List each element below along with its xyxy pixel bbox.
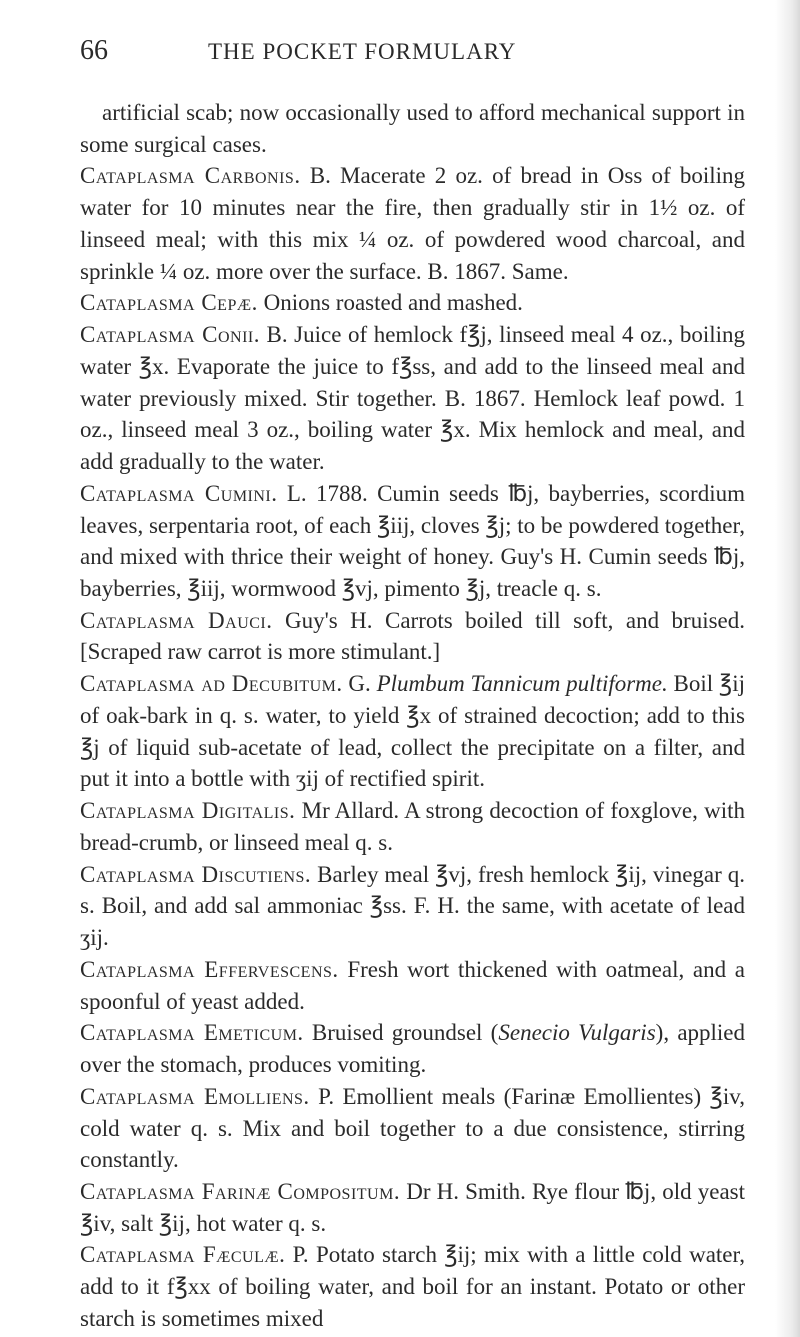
entry-heading: Cataplasma Carbonis. xyxy=(80,163,301,188)
entry-paragraph: Cataplasma Dauci. Guy's H. Carrots boile… xyxy=(80,605,745,668)
page-number: 66 xyxy=(80,35,108,67)
entry-paragraph: Cataplasma Fæculæ. P. Potato starch ℥ij;… xyxy=(80,1239,745,1334)
entry-paragraph: Cataplasma Discutiens. Barley meal ℥vj, … xyxy=(80,859,745,954)
entry-paragraph: Cataplasma Cepæ. Onions roasted and mash… xyxy=(80,287,745,319)
entry-heading: Cataplasma Emeticum. xyxy=(80,1020,304,1045)
entry-paragraph: Cataplasma ad Decubitum. G. Plumbum Tann… xyxy=(80,668,745,795)
entry-heading: Cataplasma Digitalis. xyxy=(80,798,295,823)
entry-text: Onions roasted and mashed. xyxy=(258,290,523,315)
entry-heading: Cataplasma Cumini. xyxy=(80,481,278,506)
running-title: THE POCKET FORMULARY xyxy=(208,39,516,65)
entry-heading: Cataplasma Effervescens. xyxy=(80,957,339,982)
entry-heading: Cataplasma Emolliens. xyxy=(80,1084,310,1109)
page-container: 66 THE POCKET FORMULARY artificial scab;… xyxy=(0,0,800,1337)
entry-paragraph: Cataplasma Emeticum. Bruised groundsel (… xyxy=(80,1017,745,1080)
entry-heading: Cataplasma ad Decubitum. xyxy=(80,671,343,696)
entry-heading: Cataplasma Conii. xyxy=(80,322,260,347)
scan-shadow xyxy=(775,0,800,1337)
body-text: artificial scab; now occasionally used t… xyxy=(80,97,745,1335)
entry-heading: Cataplasma Cepæ. xyxy=(80,290,258,315)
entry-paragraph: Cataplasma Cumini. L. 1788. Cumin seeds … xyxy=(80,478,745,605)
page-header: 66 THE POCKET FORMULARY xyxy=(80,35,745,67)
entry-heading: Cataplasma Dauci. xyxy=(80,608,273,633)
entry-paragraph: Cataplasma Conii. B. Juice of hemlock f℥… xyxy=(80,319,745,478)
entry-paragraph: Cataplasma Effervescens. Fresh wort thic… xyxy=(80,954,745,1017)
entry-paragraph: Cataplasma Farinæ Compositum. Dr H. Smit… xyxy=(80,1176,745,1239)
entry-heading: Cataplasma Fæculæ. xyxy=(80,1242,285,1267)
entry-paragraph: Cataplasma Digitalis. Mr Allard. A stron… xyxy=(80,795,745,858)
entry-paragraph: artificial scab; now occasionally used t… xyxy=(80,97,745,160)
entry-paragraph: Cataplasma Emolliens. P. Emollient meals… xyxy=(80,1081,745,1176)
entry-heading: Cataplasma Farinæ Compositum. xyxy=(80,1179,400,1204)
entry-heading: Cataplasma Discutiens. xyxy=(80,862,311,887)
entry-paragraph: Cataplasma Carbonis. B. Macerate 2 oz. o… xyxy=(80,160,745,287)
